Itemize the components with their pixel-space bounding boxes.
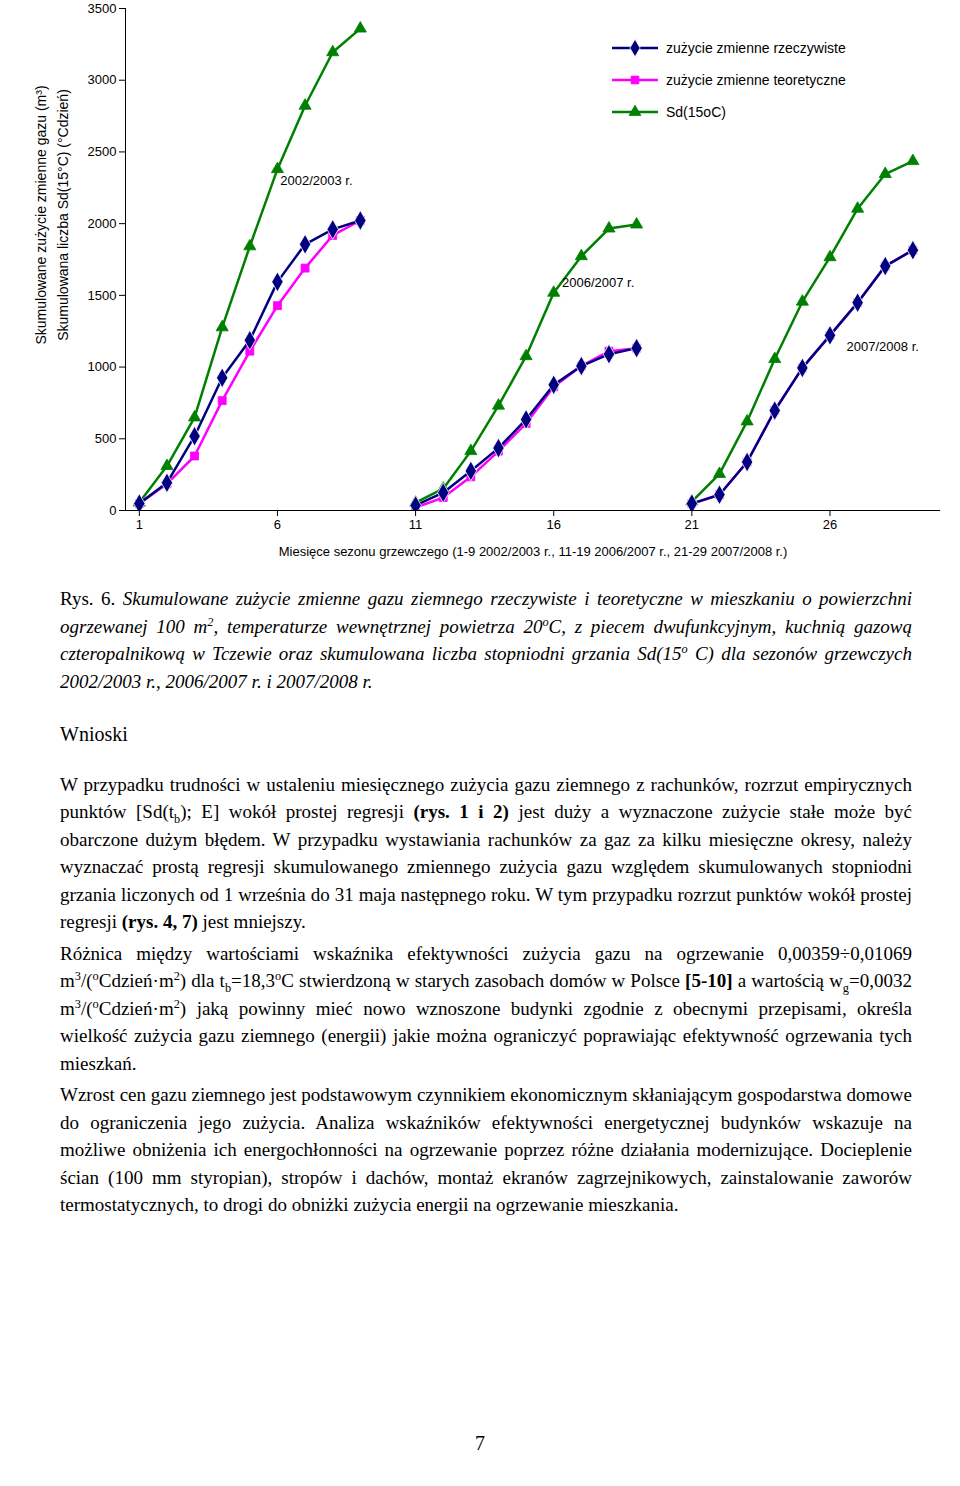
svg-text:2000: 2000 (88, 216, 117, 231)
svg-text:Skumulowane zużycie zmienne ga: Skumulowane zużycie zmienne gazu (m³) (33, 85, 49, 344)
svg-text:Miesięce sezonu grzewczego (1-: Miesięce sezonu grzewczego (1-9 2002/200… (279, 544, 788, 559)
svg-text:16: 16 (546, 517, 560, 532)
html-text:Rys. 6. Skumulowane zużycie zm: Rys. 6. Skumulowane zużycie zmienne gazu… (60, 588, 912, 692)
svg-text:3000: 3000 (88, 72, 117, 87)
svg-text:21: 21 (685, 517, 699, 532)
svg-text:1500: 1500 (88, 288, 117, 303)
svg-text:26: 26 (823, 517, 837, 532)
html-text:Wnioski: Wnioski (60, 723, 128, 745)
svg-text:1: 1 (136, 517, 143, 532)
svg-text:1000: 1000 (88, 359, 117, 374)
svg-text:0: 0 (109, 503, 116, 518)
svg-text:2006/2007 r.: 2006/2007 r. (562, 275, 634, 290)
html-text:7: 7 (475, 1432, 485, 1454)
html-text:Wzrost cen gazu ziemnego jest: Wzrost cen gazu ziemnego jest podstawowy… (60, 1084, 912, 1215)
svg-text:2002/2003 r.: 2002/2003 r. (280, 173, 352, 188)
html-text:Sd(15oC): Sd(15oC) (666, 104, 726, 120)
svg-text:3500: 3500 (88, 1, 117, 16)
html-text:zużycie zmienne teoretyczne: zużycie zmienne teoretyczne (666, 72, 846, 88)
svg-text:2500: 2500 (88, 144, 117, 159)
svg-text:11: 11 (409, 517, 423, 532)
html-text:zużycie zmienne rzeczywiste: zużycie zmienne rzeczywiste (666, 40, 846, 56)
html-text:W przypadku trudności w ustale: W przypadku trudności w ustaleniu miesię… (60, 773, 912, 932)
svg-text:6: 6 (274, 517, 281, 532)
svg-text:500: 500 (95, 431, 117, 446)
svg-text:Skumulowana liczba Sd(15°C) (°: Skumulowana liczba Sd(15°C) (°Cdzień) (55, 89, 71, 341)
html-text:Różnica między wartościami wsk: Różnica między wartościami wskaźnika efe… (60, 942, 912, 1074)
svg-text:2007/2008 r.: 2007/2008 r. (847, 339, 919, 354)
